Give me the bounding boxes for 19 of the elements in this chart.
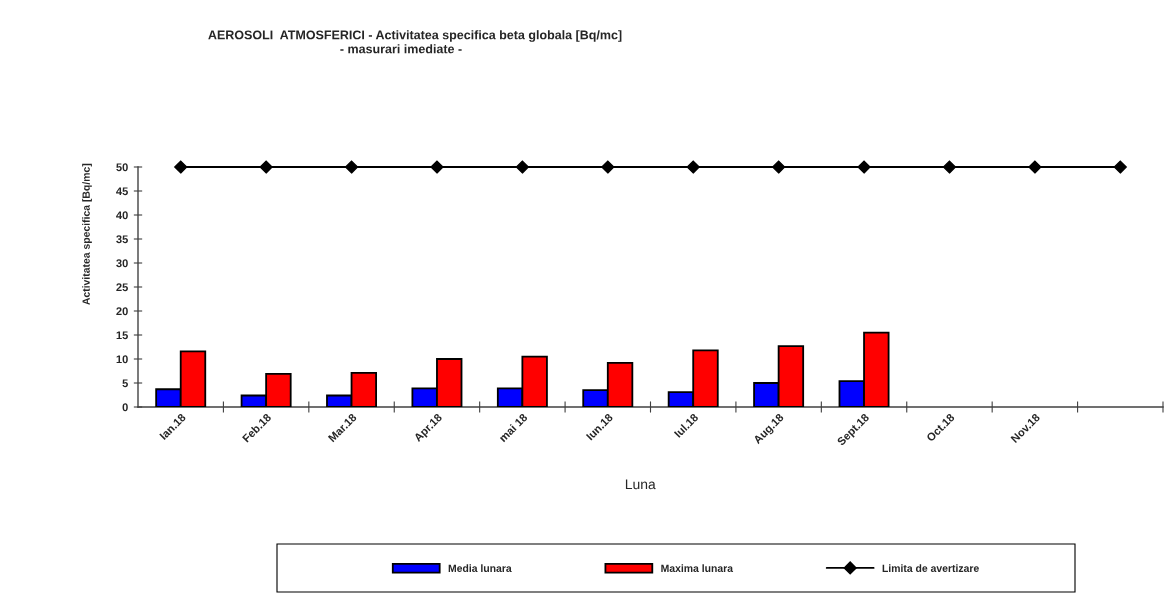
- y-tick-label: 35: [116, 235, 128, 244]
- y-axis-title: Activitatea specifica [Bq/mc]: [82, 163, 92, 305]
- chart-title: AEROSOLI ATMOSFERICI - Activitatea specifica beta globala [Bq/mc]: [208, 30, 622, 42]
- y-tick-label: 30: [116, 259, 128, 268]
- y-tick-label: 40: [116, 211, 128, 220]
- y-tick-label: 20: [116, 307, 128, 316]
- y-tick-label: 45: [116, 187, 128, 196]
- y-tick-label: 10: [116, 355, 128, 364]
- legend-label: Limita de avertizare: [882, 564, 979, 572]
- x-tick-label: mai 18: [498, 412, 528, 443]
- legend-label: Media lunara: [448, 564, 512, 572]
- y-tick-label: 50: [116, 163, 128, 172]
- y-tick-label: 5: [122, 379, 128, 388]
- y-tick-label: 15: [116, 331, 128, 340]
- chart-subtitle: - masurari imediate -: [340, 44, 462, 54]
- x-axis-title: Luna: [625, 479, 656, 490]
- y-tick-label: 0: [122, 403, 128, 412]
- legend-label: Maxima lunara: [661, 564, 734, 572]
- y-tick-label: 25: [116, 283, 128, 292]
